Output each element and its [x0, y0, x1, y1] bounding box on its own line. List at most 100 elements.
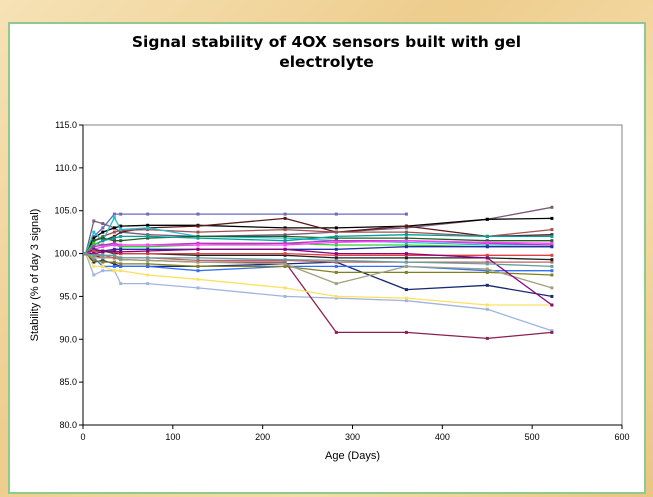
data-point	[146, 228, 150, 232]
data-point	[334, 240, 338, 244]
data-point	[119, 252, 123, 256]
data-point	[112, 241, 116, 245]
data-point	[101, 269, 105, 273]
data-point	[112, 262, 116, 266]
x-tick-label: 500	[525, 432, 540, 442]
y-axis-label: Stability (% of day 3 signal)	[29, 209, 41, 342]
data-point	[550, 286, 554, 290]
data-point	[146, 234, 150, 238]
data-point	[92, 260, 96, 264]
plot-frame	[82, 124, 623, 426]
data-point	[283, 258, 287, 262]
data-point	[119, 262, 123, 266]
chart-title-line-2: electrolyte	[279, 53, 374, 71]
y-tick-label: 115.0	[55, 120, 77, 130]
data-point	[404, 256, 408, 260]
data-point	[146, 249, 150, 253]
data-point	[92, 234, 96, 238]
data-point	[334, 253, 338, 257]
data-point	[334, 282, 338, 286]
data-point	[112, 260, 116, 264]
x-tick-label: 600	[614, 432, 629, 442]
data-point	[112, 226, 116, 230]
data-point	[119, 258, 123, 262]
data-point	[550, 239, 554, 243]
data-point	[404, 245, 408, 249]
data-point	[119, 250, 123, 254]
data-point	[283, 264, 287, 268]
data-point	[404, 264, 408, 268]
data-point	[119, 282, 123, 286]
data-point	[283, 262, 287, 266]
data-point	[283, 233, 287, 237]
data-point	[485, 256, 489, 260]
data-point	[196, 258, 200, 262]
data-point	[196, 230, 200, 234]
data-point	[112, 243, 116, 247]
data-point	[404, 212, 408, 216]
data-point	[283, 239, 287, 243]
data-point	[334, 270, 338, 274]
data-point	[112, 236, 116, 240]
data-point	[550, 294, 554, 298]
data-point	[146, 258, 150, 262]
data-point	[196, 253, 200, 257]
data-point	[119, 212, 123, 216]
data-point	[283, 234, 287, 238]
data-point	[485, 240, 489, 244]
data-point	[485, 260, 489, 264]
data-point	[112, 234, 116, 238]
data-point	[112, 247, 116, 251]
data-point	[550, 205, 554, 209]
y-tick-label: 90.0	[59, 334, 77, 344]
data-point	[119, 247, 123, 251]
data-point	[283, 212, 287, 216]
data-point	[101, 236, 105, 240]
data-point	[334, 294, 338, 298]
data-point	[146, 236, 150, 240]
data-point	[485, 245, 489, 249]
data-point	[550, 264, 554, 268]
data-point	[334, 239, 338, 243]
data-point	[146, 223, 150, 227]
x-tick-label: 200	[255, 432, 270, 442]
data-point	[101, 256, 105, 260]
data-point	[119, 264, 123, 268]
data-point	[92, 273, 96, 277]
data-point	[550, 241, 554, 245]
data-point	[112, 269, 116, 273]
data-point	[485, 269, 489, 273]
data-point	[196, 252, 200, 256]
y-tick-label: 110.0	[55, 163, 77, 173]
data-point	[92, 236, 96, 240]
data-point	[119, 256, 123, 260]
data-point	[146, 262, 150, 266]
data-point	[283, 236, 287, 240]
data-point	[92, 249, 96, 253]
data-point	[283, 243, 287, 247]
data-point	[550, 260, 554, 264]
data-point	[146, 252, 150, 256]
data-point	[283, 253, 287, 257]
data-point	[334, 243, 338, 247]
data-point	[550, 243, 554, 247]
data-point	[119, 228, 123, 232]
data-point	[92, 243, 96, 247]
data-point	[404, 253, 408, 257]
data-point	[146, 243, 150, 247]
series-23	[84, 247, 554, 307]
data-point	[334, 236, 338, 240]
x-tick-label: 0	[80, 432, 85, 442]
data-point	[550, 234, 554, 238]
data-point	[404, 330, 408, 334]
data-point	[119, 245, 123, 249]
x-tick-label: 300	[345, 432, 360, 442]
data-point	[112, 249, 116, 253]
data-point	[404, 260, 408, 264]
data-point	[334, 234, 338, 238]
data-point	[283, 241, 287, 245]
x-axis-label: Age (Days)	[325, 450, 380, 462]
axes: 80.0 85.0 90.0 95.0 100.0 105.0 110.0 115.0 0 100…	[54, 120, 629, 442]
data-point	[92, 256, 96, 260]
data-point	[334, 212, 338, 216]
